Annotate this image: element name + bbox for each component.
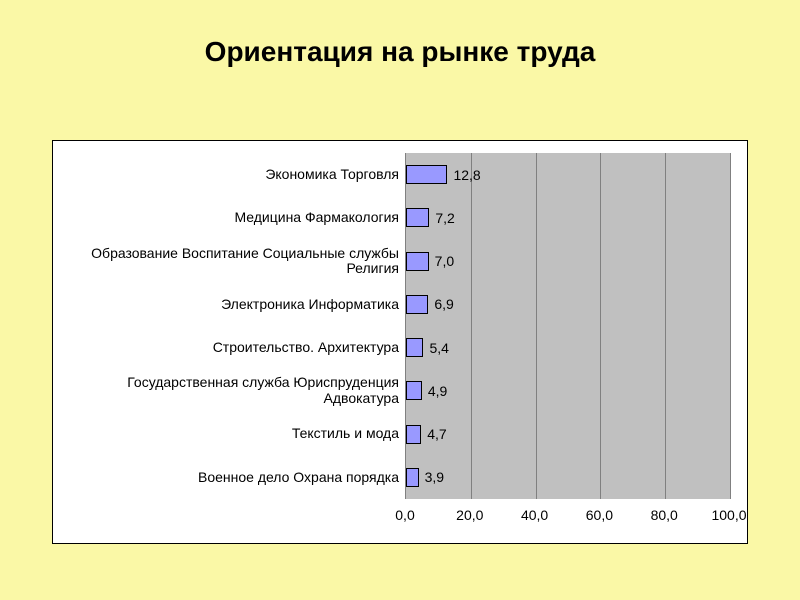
bar-value-label: 6,9 [434, 296, 453, 312]
page: Ориентация на рынке труда Экономика Торг… [0, 0, 800, 600]
grid-line [536, 153, 537, 499]
category-label: Государственная служба Юриспруденция Адв… [65, 369, 405, 412]
grid-line [730, 153, 731, 499]
category-label: Электроника Информатика [65, 283, 405, 326]
bar [406, 425, 421, 444]
x-tick-label: 20,0 [456, 507, 483, 523]
x-tick-label: 100,0 [711, 507, 746, 523]
category-label: Образование Воспитание Социальные службы… [65, 240, 405, 283]
grid-line [600, 153, 601, 499]
bar-value-label: 7,0 [435, 253, 454, 269]
bar [406, 338, 423, 357]
category-label: Военное дело Охрана порядка [65, 456, 405, 499]
x-tick-label: 40,0 [521, 507, 548, 523]
chart-container: Экономика ТорговляМедицина ФармакологияО… [52, 140, 748, 544]
bar-value-label: 12,8 [453, 167, 480, 183]
x-tick-label: 60,0 [586, 507, 613, 523]
category-label: Строительство. Архитектура [65, 326, 405, 369]
grid-line [471, 153, 472, 499]
category-label: Медицина Фармакология [65, 196, 405, 239]
x-tick-label: 80,0 [651, 507, 678, 523]
category-label: Экономика Торговля [65, 153, 405, 196]
category-labels-column: Экономика ТорговляМедицина ФармакологияО… [53, 141, 405, 543]
bar-value-label: 3,9 [425, 469, 444, 485]
bar [406, 295, 428, 314]
x-tick-label: 0,0 [395, 507, 414, 523]
page-title: Ориентация на рынке труда [0, 36, 800, 68]
plot-area: 12,8 7,2 7,0 6,9 5,4 4,9 4,7 3,9 [405, 153, 730, 499]
bar [406, 252, 429, 271]
bar-value-label: 4,7 [427, 426, 446, 442]
bar-value-label: 5,4 [429, 340, 448, 356]
grid-line [665, 153, 666, 499]
bar [406, 468, 419, 487]
bar [406, 165, 447, 184]
category-label: Текстиль и мода [65, 413, 405, 456]
bar [406, 208, 429, 227]
bar [406, 381, 422, 400]
bar-value-label: 7,2 [435, 210, 454, 226]
bar-value-label: 4,9 [428, 383, 447, 399]
